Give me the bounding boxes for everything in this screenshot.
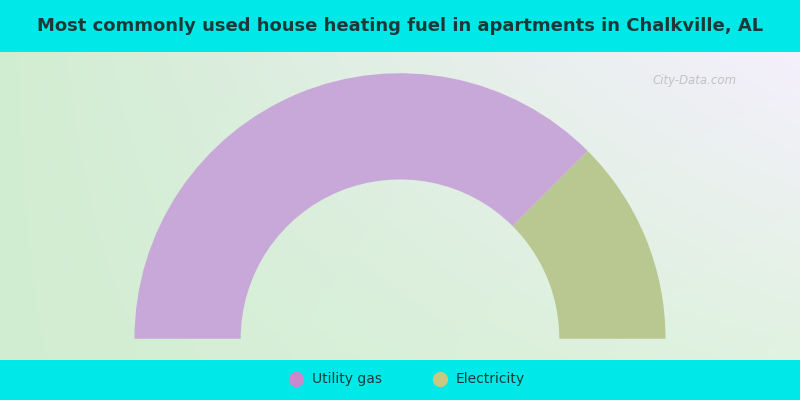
Wedge shape (134, 73, 588, 339)
Point (290, 376, 302, 382)
Text: Utility gas: Utility gas (312, 372, 382, 386)
Text: City-Data.com: City-Data.com (653, 74, 737, 86)
Point (434, 376, 446, 382)
Text: Electricity: Electricity (456, 372, 525, 386)
Text: Most commonly used house heating fuel in apartments in Chalkville, AL: Most commonly used house heating fuel in… (37, 17, 763, 35)
Wedge shape (513, 151, 666, 339)
